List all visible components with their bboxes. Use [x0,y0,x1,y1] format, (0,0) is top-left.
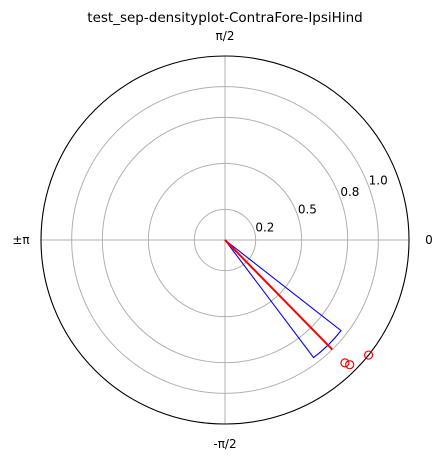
angular-tick-label: 0 [425,233,433,247]
data-point [345,360,355,370]
angular-tick-label: π/2 [216,29,235,43]
angular-tick-label: ±π [12,233,29,247]
polar-frame [40,55,410,425]
radial-tick-label: 0.5 [298,203,317,217]
grid-layer [40,55,410,425]
radial-tick-label: 0.2 [255,220,274,234]
mean-vector-line [224,239,333,351]
data-point [340,358,350,368]
data-point [363,350,374,360]
radial-tick-label: 0.8 [340,185,359,199]
radial-tick-label: 1.0 [369,173,388,187]
chart-title: test_sep-densityplot-ContraFore-IpsiHind [87,10,362,26]
angular-tick-label: -π/2 [213,437,236,451]
data-layer [224,239,374,370]
label-layer: 0 π/2 ±π -π/2 0.2 0.5 0.8 1.0 [12,29,432,451]
